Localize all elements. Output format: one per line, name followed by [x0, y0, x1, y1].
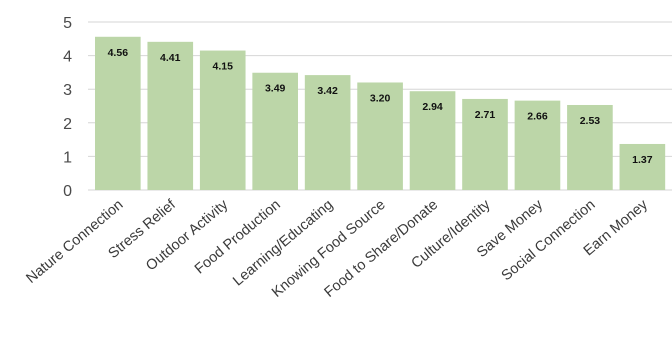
bar [619, 143, 666, 190]
y-tick-label: 1 [63, 149, 72, 166]
bar [409, 91, 456, 190]
bar-data-label: 4.41 [160, 52, 181, 64]
bar [95, 36, 141, 191]
bar [357, 82, 403, 190]
y-tick-label: 4 [63, 49, 72, 66]
data-labels: 4.56 4.41 4.15 3.49 3.42 3.20 2.94 2.71 2.66 2.53… [108, 47, 653, 166]
bar [147, 41, 194, 190]
bar [199, 50, 246, 191]
bar-data-label: 2.66 [527, 111, 548, 123]
y-tick-label: 2 [63, 116, 72, 133]
y-tick-label: 3 [63, 82, 72, 99]
bar-data-label: 3.42 [317, 85, 338, 97]
y-tick-label: 0 [63, 183, 72, 200]
bar [514, 100, 561, 190]
bar-data-label: 4.56 [108, 47, 129, 59]
bar-data-label: 2.53 [580, 115, 601, 127]
x-category-label: Nature Connection [23, 197, 126, 287]
bar-data-label: 4.15 [213, 61, 234, 73]
y-axis-ticks: 0 1 2 3 4 5 [63, 15, 72, 200]
bar-data-label: 2.94 [422, 101, 443, 113]
bar-data-label: 2.71 [475, 109, 496, 121]
bar [304, 75, 351, 190]
bars [95, 36, 666, 191]
y-tick-label: 5 [63, 15, 72, 32]
bar-data-label: 1.37 [632, 154, 653, 166]
bar [462, 98, 508, 190]
bar [567, 104, 613, 190]
x-category-label: Social Connection [499, 197, 599, 284]
bar [252, 72, 298, 190]
bar-data-label: 3.20 [370, 92, 391, 104]
bar-data-label: 3.49 [265, 83, 286, 95]
